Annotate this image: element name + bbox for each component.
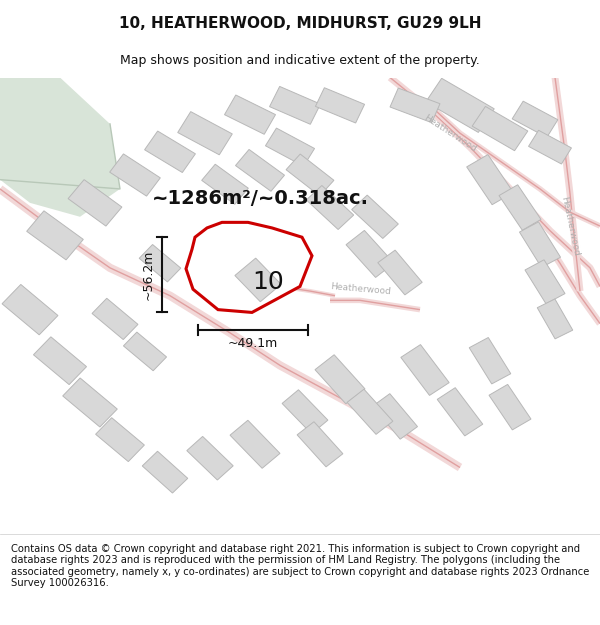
- Polygon shape: [186, 222, 312, 312]
- Polygon shape: [202, 164, 248, 204]
- Polygon shape: [315, 355, 365, 404]
- Text: ~1286m²/~0.318ac.: ~1286m²/~0.318ac.: [152, 189, 369, 208]
- Polygon shape: [467, 154, 514, 205]
- Polygon shape: [139, 244, 181, 282]
- Text: 10, HEATHERWOOD, MIDHURST, GU29 9LH: 10, HEATHERWOOD, MIDHURST, GU29 9LH: [119, 16, 481, 31]
- Polygon shape: [499, 185, 541, 230]
- Polygon shape: [269, 86, 320, 124]
- Polygon shape: [437, 388, 483, 436]
- Text: ~49.1m: ~49.1m: [228, 337, 278, 349]
- Polygon shape: [316, 88, 365, 123]
- Polygon shape: [124, 332, 167, 371]
- Polygon shape: [178, 112, 232, 155]
- Text: ~56.2m: ~56.2m: [142, 249, 155, 299]
- Polygon shape: [525, 260, 565, 304]
- Polygon shape: [34, 337, 86, 384]
- Polygon shape: [346, 231, 394, 278]
- Polygon shape: [0, 78, 120, 217]
- Polygon shape: [235, 258, 281, 302]
- Text: Heatherwood: Heatherwood: [330, 282, 391, 296]
- Polygon shape: [307, 186, 353, 229]
- Polygon shape: [2, 284, 58, 335]
- Polygon shape: [224, 95, 275, 134]
- Polygon shape: [529, 130, 571, 164]
- Polygon shape: [145, 131, 196, 173]
- Text: 10: 10: [252, 270, 284, 294]
- Polygon shape: [235, 149, 284, 191]
- Polygon shape: [68, 179, 122, 226]
- Polygon shape: [230, 420, 280, 468]
- Polygon shape: [95, 418, 145, 462]
- Polygon shape: [373, 394, 418, 439]
- Polygon shape: [469, 338, 511, 384]
- Polygon shape: [92, 298, 138, 339]
- Polygon shape: [347, 389, 393, 434]
- Polygon shape: [426, 78, 494, 132]
- Polygon shape: [297, 422, 343, 467]
- Polygon shape: [401, 344, 449, 396]
- Polygon shape: [282, 390, 328, 434]
- Polygon shape: [286, 154, 334, 196]
- Polygon shape: [512, 101, 558, 138]
- Polygon shape: [26, 211, 83, 260]
- Text: Map shows position and indicative extent of the property.: Map shows position and indicative extent…: [120, 54, 480, 67]
- Text: Heatherwood: Heatherwood: [422, 113, 478, 154]
- Polygon shape: [352, 195, 398, 239]
- Polygon shape: [537, 299, 573, 339]
- Polygon shape: [63, 378, 117, 427]
- Text: Contains OS data © Crown copyright and database right 2021. This information is : Contains OS data © Crown copyright and d…: [11, 544, 589, 588]
- Text: Heatherwood: Heatherwood: [559, 196, 581, 257]
- Polygon shape: [489, 384, 531, 430]
- Polygon shape: [187, 436, 233, 480]
- Polygon shape: [378, 250, 422, 295]
- Polygon shape: [472, 106, 528, 151]
- Polygon shape: [142, 451, 188, 493]
- Polygon shape: [520, 222, 560, 268]
- Polygon shape: [390, 88, 440, 122]
- Polygon shape: [265, 128, 314, 166]
- Polygon shape: [110, 154, 160, 196]
